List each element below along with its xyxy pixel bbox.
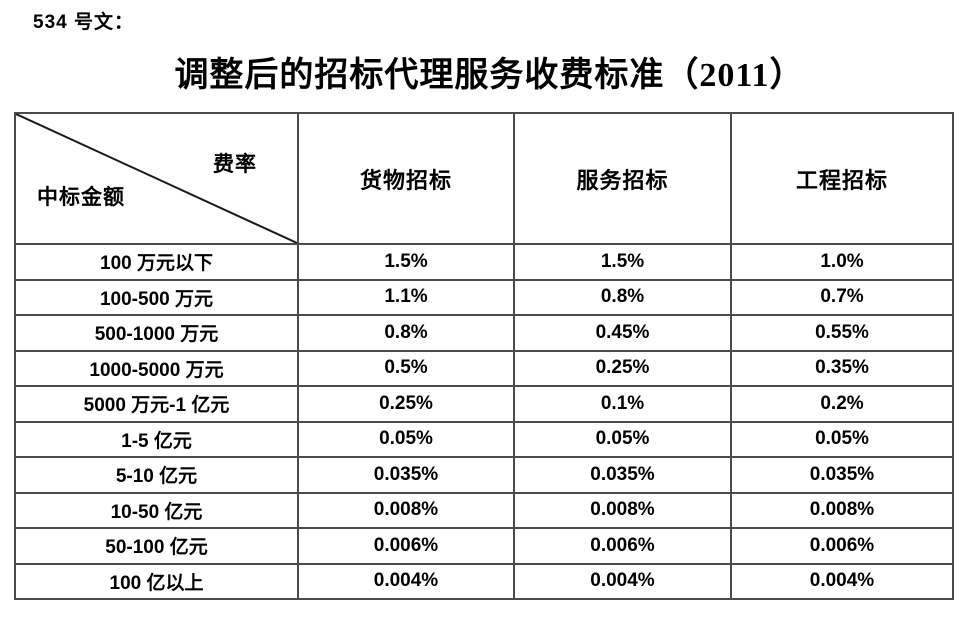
table-row: 50-100 亿元 0.006% 0.006% 0.006%: [14, 527, 954, 565]
rate-cell: 0.25%: [513, 349, 732, 387]
rate-cell: 0.05%: [297, 420, 515, 458]
doc-ref-label: 534 号文：: [33, 12, 134, 33]
rate-cell: 0.5%: [297, 349, 515, 387]
rate-cell: 0.55%: [730, 314, 954, 352]
rate-cell: 0.008%: [730, 491, 954, 529]
corner-label-amount: 中标金额: [37, 185, 125, 209]
rate-cell: 0.006%: [513, 527, 732, 565]
fee-standard-table: 费率 中标金额 货物招标 服务招标 工程招标 100 万元以下 1.5% 1.5…: [14, 112, 954, 600]
rate-cell: 0.45%: [513, 314, 732, 352]
rate-cell: 0.004%: [513, 562, 732, 600]
rate-cell: 0.035%: [513, 456, 732, 494]
table-row: 1000-5000 万元 0.5% 0.25% 0.35%: [14, 349, 954, 387]
rate-cell: 1.0%: [730, 243, 954, 281]
table-row: 100-500 万元 1.1% 0.8% 0.7%: [14, 278, 954, 316]
amount-range-cell: 100-500 万元: [14, 278, 299, 316]
column-header-engineering: 工程招标: [730, 112, 954, 245]
diagonal-divider-line: [16, 114, 297, 243]
rate-cell: 0.2%: [730, 385, 954, 423]
table-row: 500-1000 万元 0.8% 0.45% 0.55%: [14, 314, 954, 352]
amount-range-cell: 1000-5000 万元: [14, 349, 299, 387]
table-row: 1-5 亿元 0.05% 0.05% 0.05%: [14, 420, 954, 458]
rate-cell: 0.035%: [730, 456, 954, 494]
rate-cell: 0.05%: [730, 420, 954, 458]
rate-cell: 0.008%: [513, 491, 732, 529]
rate-cell: 0.8%: [297, 314, 515, 352]
amount-range-cell: 100 万元以下: [14, 243, 299, 281]
rate-cell: 0.035%: [297, 456, 515, 494]
rate-cell: 0.1%: [513, 385, 732, 423]
amount-range-cell: 5-10 亿元: [14, 456, 299, 494]
rate-cell: 0.35%: [730, 349, 954, 387]
rate-cell: 0.004%: [730, 562, 954, 600]
rate-cell: 0.25%: [297, 385, 515, 423]
amount-range-cell: 10-50 亿元: [14, 491, 299, 529]
corner-label-rate: 费率: [213, 152, 257, 176]
rate-cell: 0.006%: [297, 527, 515, 565]
rate-cell: 0.004%: [297, 562, 515, 600]
table-row: 10-50 亿元 0.008% 0.008% 0.008%: [14, 491, 954, 529]
rate-cell: 0.05%: [513, 420, 732, 458]
table-header-row: 费率 中标金额 货物招标 服务招标 工程招标: [14, 112, 954, 245]
amount-range-cell: 500-1000 万元: [14, 314, 299, 352]
rate-cell: 0.006%: [730, 527, 954, 565]
rate-cell: 0.008%: [297, 491, 515, 529]
rate-cell: 1.5%: [513, 243, 732, 281]
table-row: 5000 万元-1 亿元 0.25% 0.1% 0.2%: [14, 385, 954, 423]
amount-range-cell: 1-5 亿元: [14, 420, 299, 458]
amount-range-cell: 5000 万元-1 亿元: [14, 385, 299, 423]
amount-range-cell: 100 亿以上: [14, 562, 299, 600]
table-row: 100 亿以上 0.004% 0.004% 0.004%: [14, 562, 954, 600]
table-row: 5-10 亿元 0.035% 0.035% 0.035%: [14, 456, 954, 494]
rate-cell: 0.8%: [513, 278, 732, 316]
amount-range-cell: 50-100 亿元: [14, 527, 299, 565]
table-row: 100 万元以下 1.5% 1.5% 1.0%: [14, 243, 954, 281]
column-header-goods: 货物招标: [297, 112, 515, 245]
diagonal-corner-cell: 费率 中标金额: [14, 112, 299, 245]
rate-cell: 0.7%: [730, 278, 954, 316]
page-title: 调整后的招标代理服务收费标准（2011）: [174, 57, 805, 94]
rate-cell: 1.1%: [297, 278, 515, 316]
column-header-services: 服务招标: [513, 112, 732, 245]
rate-cell: 1.5%: [297, 243, 515, 281]
